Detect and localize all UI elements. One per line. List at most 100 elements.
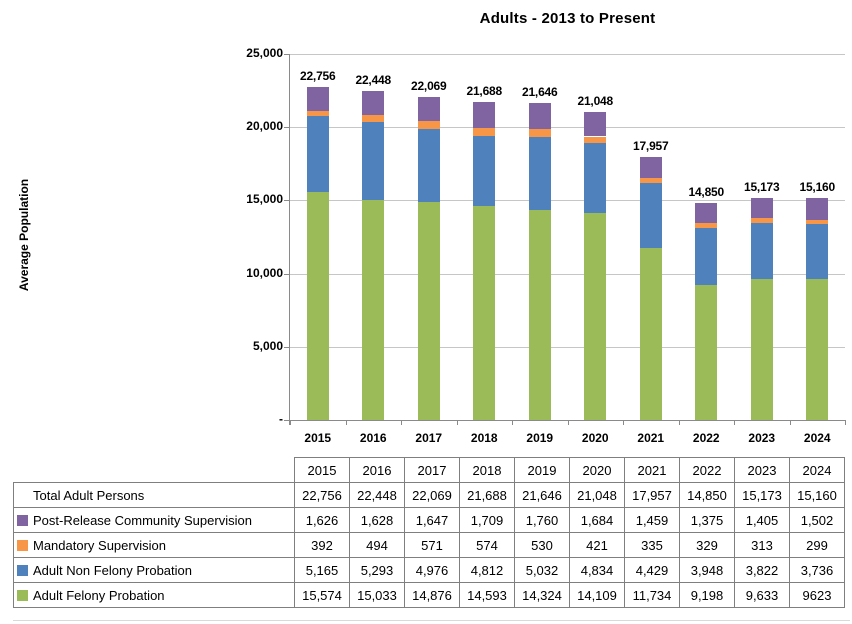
x-axis-tick <box>790 421 791 425</box>
table-value-cell: 1,405 <box>734 507 790 533</box>
table-value-cell: 22,069 <box>404 482 460 508</box>
table-value-cell: 5,032 <box>514 557 570 583</box>
table-row-label-text: Adult Felony Probation <box>33 587 165 603</box>
x-axis-tick <box>401 421 402 425</box>
bar-segment-adult-non-felony-probation-2023 <box>750 223 773 279</box>
y-tick-label: 20,000 <box>246 119 283 134</box>
bar-segment-mandatory-supervision-2023 <box>750 218 773 223</box>
bar-segment-post-release-community-supervision-2019 <box>528 103 551 129</box>
legend-key-icon <box>17 514 28 526</box>
bar-segment-adult-felony-probation-2020 <box>584 213 607 420</box>
bar-segment-adult-felony-probation-2024 <box>806 279 829 420</box>
bar-segment-post-release-community-supervision-2016 <box>362 91 385 116</box>
table-row-label-text: Total Adult Persons <box>33 487 145 503</box>
x-axis-label-2023: 2023 <box>748 431 776 445</box>
table-value-cell: 335 <box>624 532 680 558</box>
table-value-cell: 392 <box>294 532 350 558</box>
bar-segment-adult-non-felony-probation-2018 <box>473 135 496 207</box>
table-value-cell: 21,048 <box>569 482 625 508</box>
grid-line <box>290 200 845 201</box>
x-axis-tick <box>845 421 846 425</box>
bar-segment-mandatory-supervision-2021 <box>639 178 662 184</box>
table-row-label: Adult Non Felony Probation <box>13 557 295 583</box>
bar-segment-adult-felony-probation-2017 <box>417 202 440 420</box>
x-axis-tick <box>734 421 735 425</box>
y-axis-tick <box>284 274 289 275</box>
table-header-cell-2019: 2019 <box>514 457 570 483</box>
table-value-cell: 5,293 <box>349 557 405 583</box>
table-value-cell: 4,812 <box>459 557 515 583</box>
x-axis-tick <box>679 421 680 425</box>
table-header-cell-2018: 2018 <box>459 457 515 483</box>
table-value-cell: 4,976 <box>404 557 460 583</box>
bar-segment-mandatory-supervision-2018 <box>473 127 496 136</box>
bar-segment-adult-felony-probation-2016 <box>362 199 385 420</box>
x-axis-label-2016: 2016 <box>359 431 387 445</box>
table-value-cell: 313 <box>734 532 790 558</box>
table-row: Adult Non Felony Probation 5,165 5,293 4,97… <box>13 557 845 583</box>
table-value-cell: 530 <box>514 532 570 558</box>
bar-segment-mandatory-supervision-2016 <box>362 115 385 123</box>
table-row-label: Total Adult Persons <box>13 482 295 508</box>
table-row-label-text: Mandatory Supervision <box>33 537 166 553</box>
bar-segment-adult-felony-probation-2018 <box>473 206 496 420</box>
table-value-cell: 14,850 <box>679 482 735 508</box>
bar-segment-adult-non-felony-probation-2021 <box>639 183 662 249</box>
table-value-cell: 1,502 <box>789 507 845 533</box>
x-axis-tick <box>623 421 624 425</box>
y-tick-label: 15,000 <box>246 192 283 207</box>
table-header-cell-2023: 2023 <box>734 457 790 483</box>
table-value-cell: 1,626 <box>294 507 350 533</box>
table-value-cell: 21,688 <box>459 482 515 508</box>
table-header-blank-cell <box>13 457 295 483</box>
x-axis-tick <box>290 421 291 425</box>
table-value-cell: 14,109 <box>569 582 625 608</box>
table-value-cell: 1,684 <box>569 507 625 533</box>
bar-total-label-2021: 17,957 <box>632 139 669 154</box>
table-value-cell: 4,834 <box>569 557 625 583</box>
x-axis-tick <box>346 421 347 425</box>
bar-segment-post-release-community-supervision-2023 <box>750 197 773 219</box>
bar-segment-adult-non-felony-probation-2020 <box>584 142 607 214</box>
y-tick-label: 25,000 <box>246 46 283 60</box>
x-axis-tick <box>457 421 458 425</box>
table-value-cell: 571 <box>404 532 460 558</box>
bar-segment-adult-felony-probation-2015 <box>306 191 329 420</box>
x-axis-label-2021: 2021 <box>637 431 665 445</box>
table-header-cell-2015: 2015 <box>294 457 350 483</box>
bar-segment-adult-felony-probation-2019 <box>528 210 551 420</box>
table-row-label-text: Post-Release Community Supervision <box>33 512 252 528</box>
table-row: Post-Release Community Supervision 1,626 1… <box>13 507 845 533</box>
grid-line <box>290 127 845 128</box>
bar-total-label-2018: 21,688 <box>466 84 502 99</box>
grid-line <box>290 347 845 348</box>
table-header-cell-2016: 2016 <box>349 457 405 483</box>
table-value-cell: 14,324 <box>514 582 570 608</box>
x-axis-label-2019: 2019 <box>526 431 554 445</box>
bar-segment-adult-felony-probation-2022 <box>695 285 718 420</box>
table-value-cell: 421 <box>569 532 625 558</box>
data-table: 2015 2016 2017 2018 2019 2020 2021 2022 2023 2024… <box>13 457 845 608</box>
bar-total-label-2022: 14,850 <box>688 184 724 199</box>
bar-segment-adult-non-felony-probation-2015 <box>306 116 329 192</box>
table-value-cell: 3,822 <box>734 557 790 583</box>
y-tick-label: 10,000 <box>246 265 283 280</box>
bar-segment-mandatory-supervision-2024 <box>806 220 829 225</box>
table-row-label: Mandatory Supervision <box>13 532 295 558</box>
bar-segment-post-release-community-supervision-2018 <box>473 102 496 128</box>
y-tick-label: 5,000 <box>252 338 283 353</box>
y-axis-line <box>289 54 290 425</box>
bar-segment-post-release-community-supervision-2021 <box>639 157 662 179</box>
table-row-label: Adult Felony Probation <box>13 582 295 608</box>
bar-segment-post-release-community-supervision-2017 <box>417 96 440 121</box>
y-tick-label: - <box>279 412 283 426</box>
x-axis-line <box>290 420 846 421</box>
table-value-cell: 14,593 <box>459 582 515 608</box>
table-row: Adult Felony Probation 15,574 15,033 14,876… <box>13 582 845 608</box>
table-value-cell: 15,033 <box>349 582 405 608</box>
table-value-cell: 1,459 <box>624 507 680 533</box>
table-value-cell: 9,633 <box>734 582 790 608</box>
grid-line <box>290 274 845 275</box>
bar-total-label-2015: 22,756 <box>299 68 336 83</box>
legend-key-icon <box>17 539 28 551</box>
